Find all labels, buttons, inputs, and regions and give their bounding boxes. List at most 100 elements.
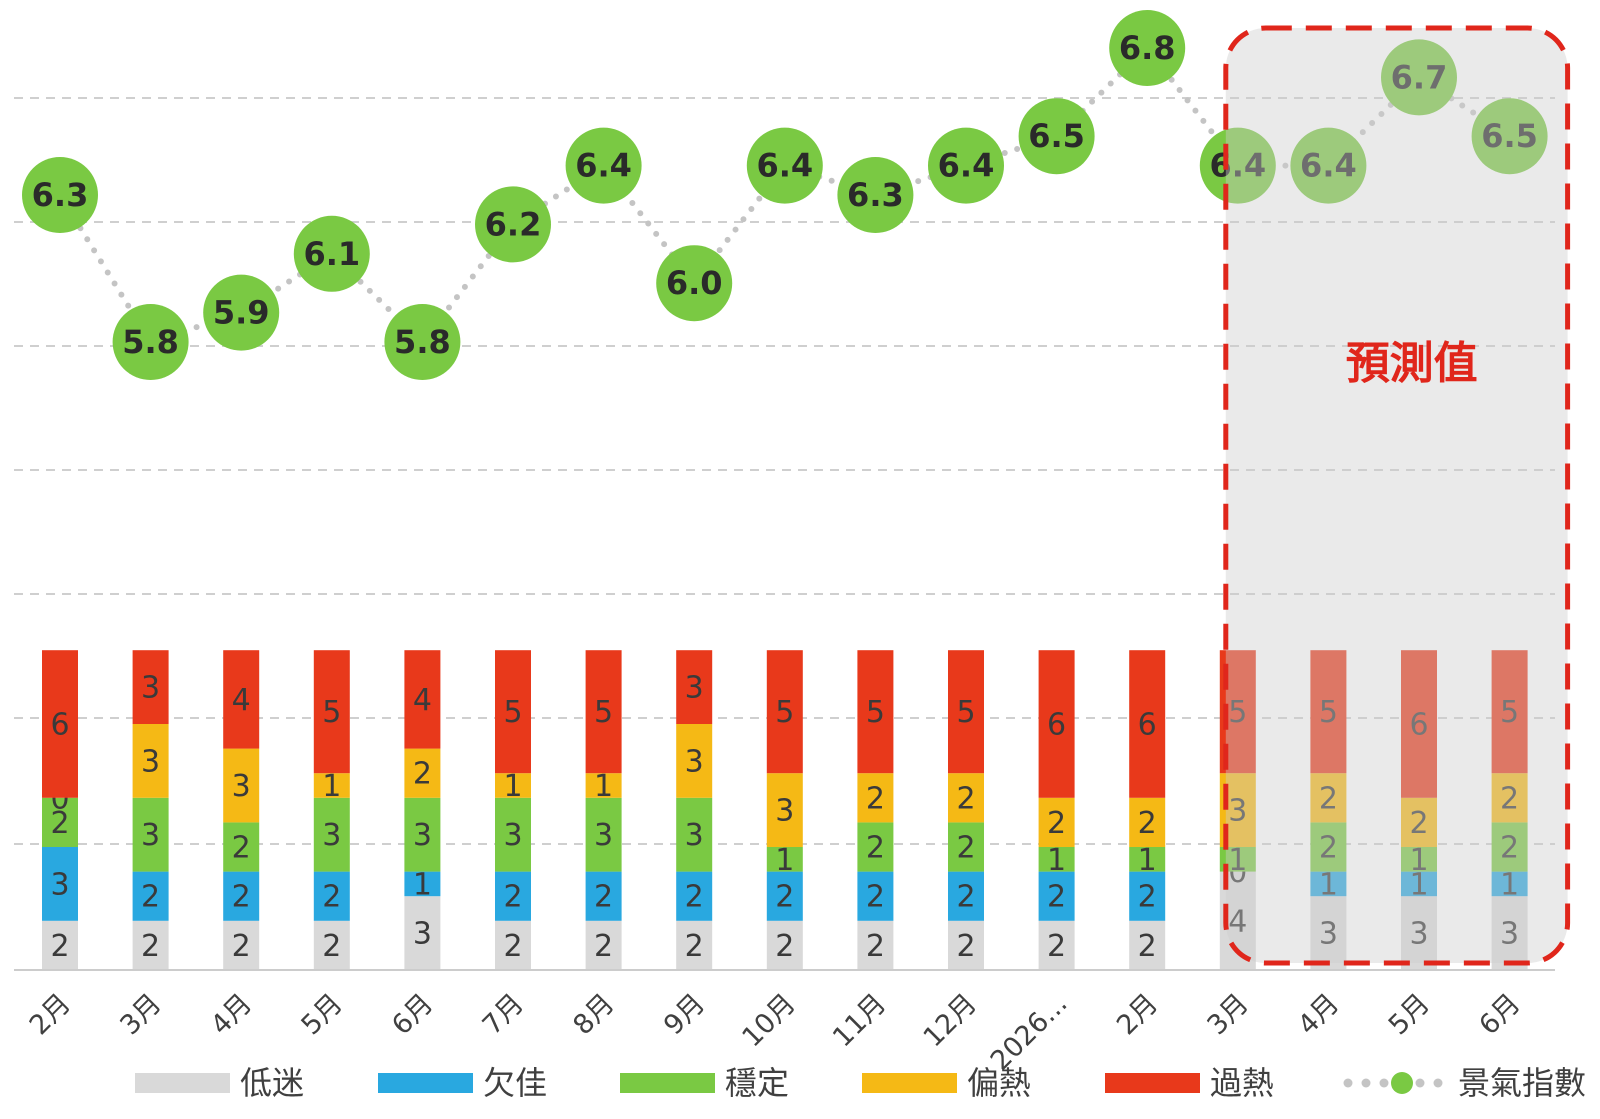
segment-value-label: 5 bbox=[866, 695, 885, 730]
bar-segment bbox=[1491, 650, 1528, 774]
bar-segment bbox=[948, 920, 984, 970]
legend-label: 景氣指數 bbox=[1458, 1064, 1586, 1102]
segment-value-label: 3 bbox=[685, 744, 704, 779]
index-value-label: 6.2 bbox=[485, 205, 542, 243]
segment-value-label: 4 bbox=[1228, 904, 1247, 939]
bar-segment bbox=[42, 797, 78, 847]
bar-segment bbox=[495, 650, 531, 774]
segment-value-label: 6 bbox=[50, 708, 69, 743]
segment-value-label: 5 bbox=[1228, 695, 1247, 730]
segment-value-label: 2 bbox=[1319, 831, 1338, 866]
index-value-label: 6.4 bbox=[756, 147, 813, 185]
segment-value-label: 2 bbox=[322, 929, 341, 964]
bar-segment bbox=[1401, 896, 1437, 970]
bar-segment bbox=[42, 847, 78, 921]
index-point bbox=[1290, 127, 1367, 204]
bar-segment bbox=[223, 871, 260, 921]
segment-value-label: 1 bbox=[413, 867, 432, 902]
forecast-box bbox=[1223, 25, 1571, 966]
bar-segment bbox=[766, 871, 803, 921]
segment-value-label: 2 bbox=[1500, 831, 1519, 866]
bar-segment bbox=[404, 797, 441, 872]
index-value-label: 6.5 bbox=[1028, 117, 1085, 155]
segment-value-label: 2 bbox=[1500, 781, 1519, 816]
index-point bbox=[656, 245, 733, 322]
index-value-label: 6.7 bbox=[1391, 58, 1448, 96]
index-point bbox=[293, 215, 370, 292]
index-value-label: 5.8 bbox=[122, 323, 179, 361]
bar-segment bbox=[313, 871, 350, 921]
bar-segment bbox=[1310, 773, 1347, 823]
legend-swatch bbox=[1105, 1073, 1200, 1093]
bar-segment bbox=[676, 650, 713, 724]
bar-segment bbox=[676, 871, 713, 921]
legend-swatch bbox=[862, 1073, 957, 1093]
segment-value-label: 3 bbox=[413, 917, 432, 952]
bar-segment bbox=[1401, 797, 1437, 847]
index-point bbox=[837, 157, 914, 233]
bar-segment bbox=[857, 871, 894, 921]
segment-value-label: 2 bbox=[232, 831, 251, 866]
index-value-label: 6.4 bbox=[1209, 147, 1266, 185]
bar-segment bbox=[495, 797, 531, 872]
segment-value-label: 2 bbox=[594, 929, 613, 964]
index-point bbox=[384, 304, 461, 380]
bar-segment bbox=[1491, 773, 1528, 823]
index-point bbox=[565, 127, 642, 204]
legend-label: 欠佳 bbox=[483, 1064, 547, 1102]
bar-segment bbox=[948, 871, 984, 921]
x-tick-label: 9月 bbox=[658, 988, 711, 1041]
segment-value-label: 2 bbox=[1138, 880, 1157, 915]
bar-segment bbox=[676, 797, 713, 872]
segment-value-label: 2 bbox=[866, 781, 885, 816]
segment-value-label: 3 bbox=[685, 671, 704, 706]
x-tick-label: 5月 bbox=[296, 988, 349, 1041]
x-tick-label: 2月 bbox=[24, 988, 77, 1041]
segment-value-label: 2 bbox=[594, 880, 613, 915]
x-tick-label: 7月 bbox=[477, 988, 530, 1041]
legend-swatch bbox=[378, 1073, 473, 1093]
bar-segment bbox=[1129, 920, 1166, 970]
segment-value-label: 5 bbox=[322, 695, 341, 730]
segment-value-label: 3 bbox=[775, 794, 794, 829]
bar-segment bbox=[1310, 650, 1347, 774]
bar-segment bbox=[857, 822, 894, 872]
bar-segment bbox=[857, 920, 894, 970]
x-tick-label: 3月 bbox=[114, 988, 167, 1041]
index-value-label: 6.3 bbox=[847, 176, 904, 214]
bar-segment bbox=[42, 650, 78, 798]
index-point bbox=[1381, 39, 1457, 116]
segment-value-label: 2 bbox=[1319, 781, 1338, 816]
segment-value-label: 1 bbox=[503, 769, 522, 804]
index-point bbox=[928, 127, 1004, 204]
segment-value-label: 5 bbox=[503, 695, 522, 730]
bar-segment bbox=[585, 871, 622, 921]
segment-value-label: 3 bbox=[594, 818, 613, 853]
x-tick-label: 6月 bbox=[386, 988, 439, 1041]
bar-segment bbox=[42, 920, 78, 970]
index-point bbox=[475, 186, 551, 263]
index-value-label: 6.4 bbox=[575, 147, 632, 185]
segment-value-label: 3 bbox=[1319, 917, 1338, 952]
legend-dot bbox=[1361, 1078, 1371, 1088]
index-value-label: 5.9 bbox=[213, 294, 270, 332]
segment-value-label: 2 bbox=[503, 880, 522, 915]
bar-segment bbox=[313, 920, 350, 970]
segment-value-label: 2 bbox=[775, 880, 794, 915]
segment-value-label: 2 bbox=[866, 929, 885, 964]
bar-segment bbox=[585, 797, 622, 872]
index-point bbox=[203, 274, 280, 351]
segment-value-label: 6 bbox=[1409, 708, 1428, 743]
segment-value-label: 3 bbox=[50, 867, 69, 902]
segment-value-label: 3 bbox=[141, 744, 160, 779]
bar-segment bbox=[1038, 797, 1075, 847]
segment-value-label: 2 bbox=[685, 929, 704, 964]
segment-value-label: 2 bbox=[1138, 806, 1157, 841]
bar-segment bbox=[1129, 847, 1166, 872]
bar-segment bbox=[1038, 871, 1075, 921]
bar-segment bbox=[1310, 871, 1347, 897]
segment-value-label: 2 bbox=[1138, 929, 1157, 964]
segment-value-label: 5 bbox=[1500, 695, 1519, 730]
legend-marker bbox=[1391, 1072, 1413, 1094]
